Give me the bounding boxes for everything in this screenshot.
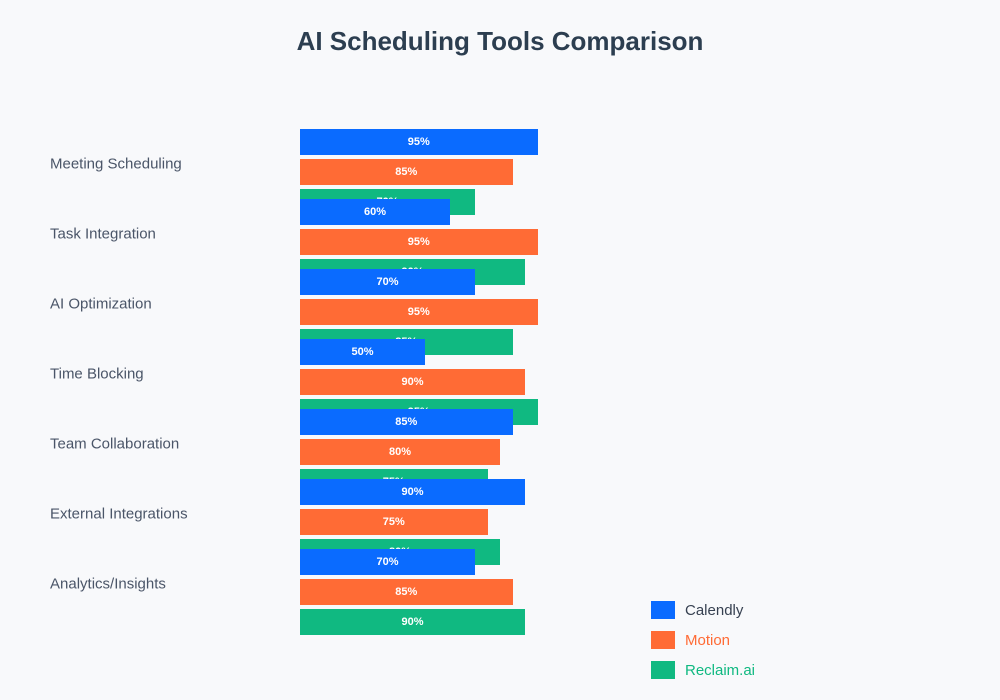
- bar-calendly: 70%: [300, 269, 475, 295]
- bar-value-label: 90%: [401, 616, 424, 628]
- legend-item-calendly: Calendly: [651, 601, 755, 619]
- legend-swatch-icon: [651, 631, 675, 649]
- bar-value-label: 95%: [407, 306, 430, 318]
- category-label-meeting-scheduling: Meeting Scheduling: [50, 155, 182, 173]
- legend-item-reclaim-ai: Reclaim.ai: [651, 661, 755, 679]
- bar-motion: 80%: [300, 439, 500, 465]
- bar-motion: 95%: [300, 299, 538, 325]
- bar-calendly: 70%: [300, 549, 475, 575]
- bar-value-label: 85%: [395, 416, 418, 428]
- bar-calendly: 50%: [300, 339, 425, 365]
- legend-label: Motion: [685, 631, 731, 649]
- bar-calendly: 60%: [300, 199, 450, 225]
- category-label-analytics-insights: Analytics/Insights: [50, 575, 166, 593]
- bar-motion: 75%: [300, 509, 488, 535]
- bar-motion: 90%: [300, 369, 525, 395]
- bar-reclaim-ai: 90%: [300, 609, 525, 635]
- legend-item-motion: Motion: [651, 631, 755, 649]
- bar-value-label: 95%: [407, 236, 430, 248]
- bar-motion: 95%: [300, 229, 538, 255]
- bar-value-label: 90%: [401, 376, 424, 388]
- legend-label: Calendly: [685, 601, 744, 619]
- bar-calendly: 95%: [300, 129, 538, 155]
- category-label-time-blocking: Time Blocking: [50, 365, 144, 383]
- bar-value-label: 90%: [401, 486, 424, 498]
- chart-title: AI Scheduling Tools Comparison: [296, 26, 704, 56]
- category-label-team-collaboration: Team Collaboration: [50, 435, 180, 453]
- bar-value-label: 85%: [395, 586, 418, 598]
- legend: Calendly Motion Reclaim.ai: [651, 601, 755, 691]
- bar-value-label: 80%: [388, 446, 412, 458]
- bar-motion: 85%: [300, 579, 513, 605]
- category-label-ai-optimization: AI Optimization: [50, 295, 152, 313]
- bar-value-label: 95%: [407, 136, 430, 148]
- legend-swatch-icon: [651, 661, 675, 679]
- bar-value-label: 75%: [382, 516, 405, 528]
- category-label-external-integrations: External Integrations: [50, 505, 188, 523]
- bar-value-label: 70%: [376, 556, 399, 568]
- legend-swatch-icon: [651, 601, 675, 619]
- bar-value-label: 70%: [376, 276, 399, 288]
- legend-label: Reclaim.ai: [685, 661, 756, 679]
- bar-value-label: 60%: [363, 206, 387, 218]
- bar-value-label: 85%: [395, 166, 418, 178]
- bar-value-label: 50%: [351, 346, 374, 358]
- bar-calendly: 90%: [300, 479, 525, 505]
- bar-calendly: 85%: [300, 409, 513, 435]
- category-label-task-integration: Task Integration: [50, 225, 156, 243]
- bar-motion: 85%: [300, 159, 513, 185]
